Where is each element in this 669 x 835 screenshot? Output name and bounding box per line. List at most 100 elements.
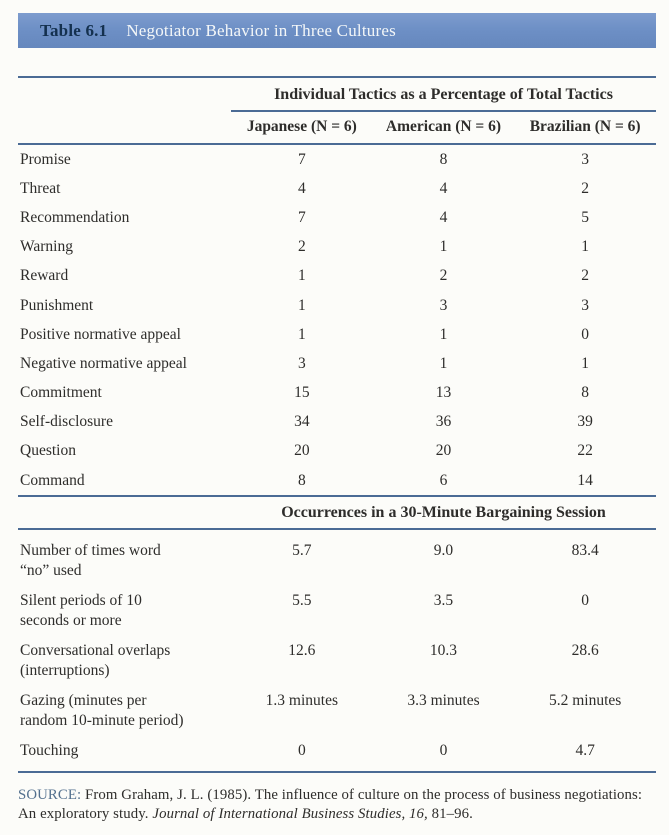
row-label: Conversational overlaps (interruptions) — [18, 641, 231, 680]
row-value-brazilian: 0 — [581, 325, 590, 343]
table-row: Number of times word “no” used 5.7 9.0 83… — [18, 530, 656, 580]
row-label-line: Silent periods of 10 — [20, 592, 142, 610]
table-row: Negative normative appeal 3 1 1 — [18, 349, 656, 378]
section1-rows: Promise 7 8 3 Threat 4 4 2 Recommendatio… — [18, 145, 656, 495]
row-value-american: 20 — [435, 442, 452, 460]
row-value-brazilian: 1 — [581, 238, 590, 256]
row-value-brazilian: 14 — [577, 471, 593, 489]
section1-header-row: Individual Tactics as a Percentage of To… — [18, 78, 656, 112]
row-value-japanese: 5.7 — [292, 542, 312, 560]
row-label-line: (interruptions) — [20, 661, 110, 679]
row-value-japanese: 4 — [297, 179, 306, 197]
row-value-american: 13 — [435, 384, 452, 402]
row-value-american: 4 — [439, 208, 448, 226]
table-row: Reward 1 2 2 — [18, 262, 656, 291]
row-value-brazilian: 1 — [581, 354, 590, 372]
row-label: Silent periods of 10 seconds or more — [18, 591, 231, 630]
row-value-japanese: 3 — [297, 354, 306, 372]
section2-header: Occurrences in a 30-Minute Bargaining Se… — [281, 504, 606, 522]
source-text: From Graham, J. L. (1985). The influence… — [18, 786, 643, 823]
row-value-brazilian: 5.2 minutes — [548, 692, 622, 710]
row-value-brazilian: 39 — [577, 413, 593, 431]
column-header-japanese: Japanese (N = 6) — [246, 118, 357, 135]
row-label-line: Negative normative appeal — [20, 354, 187, 372]
row-value-japanese: 1 — [297, 296, 306, 314]
section2-header-row: Occurrences in a 30-Minute Bargaining Se… — [18, 495, 656, 531]
table-row: Warning 2 1 1 — [18, 233, 656, 262]
row-label-line: Gazing (minutes per — [20, 692, 147, 710]
row-label-line: Positive normative appeal — [20, 325, 181, 343]
row-label: Command — [18, 472, 231, 490]
row-value-american: 6 — [439, 471, 448, 489]
row-label: Punishment — [18, 297, 231, 315]
column-header-empty — [18, 112, 231, 143]
row-value-american: 2 — [439, 267, 448, 285]
row-label: Promise — [18, 151, 231, 169]
row-label-line: Command — [20, 471, 85, 489]
row-label-line: Promise — [20, 150, 71, 168]
row-value-brazilian: 8 — [581, 384, 590, 402]
row-value-american: 0 — [439, 742, 448, 760]
row-label-line: Touching — [20, 742, 79, 760]
table-title: Negotiator Behavior in Three Cultures — [126, 20, 396, 40]
row-value-japanese: 12.6 — [288, 642, 316, 660]
row-value-american: 3.3 minutes — [407, 692, 480, 710]
table-row: Commitment 15 13 8 — [18, 379, 656, 408]
row-label: Warning — [18, 238, 231, 256]
table-row: Promise 7 8 3 — [18, 145, 656, 174]
row-label: Negative normative appeal — [18, 355, 231, 373]
row-label: Positive normative appeal — [18, 326, 231, 344]
source-journal: Journal of International Business Studie… — [152, 806, 428, 823]
table-number: Table 6.1 — [40, 20, 108, 40]
source-pages: 81–96. — [431, 806, 473, 823]
source-note: SOURCE: From Graham, J. L. (1985). The i… — [18, 786, 656, 825]
row-value-brazilian: 4.7 — [575, 742, 595, 760]
source-label: SOURCE: — [18, 786, 82, 803]
column-header-row: Japanese (N = 6) American (N = 6) Brazil… — [18, 112, 656, 145]
row-value-american: 1 — [439, 325, 448, 343]
row-label-line: Question — [20, 442, 76, 460]
column-header-brazilian: Brazilian (N = 6) — [529, 118, 641, 135]
row-value-japanese: 7 — [297, 150, 306, 168]
row-value-brazilian: 5 — [581, 208, 590, 226]
row-label-line: Self-disclosure — [20, 413, 113, 431]
row-value-american: 8 — [439, 150, 448, 168]
row-value-brazilian: 2 — [581, 179, 590, 197]
section1-header-spacer — [18, 78, 231, 112]
row-label-line: Punishment — [20, 296, 94, 314]
row-value-american: 36 — [435, 413, 452, 431]
column-header-american: American (N = 6) — [385, 118, 502, 135]
section1-header: Individual Tactics as a Percentage of To… — [231, 78, 656, 112]
table-row: Silent periods of 10 seconds or more 5.5 … — [18, 580, 656, 630]
row-label-line: Number of times word — [20, 542, 161, 560]
row-value-american: 3.5 — [433, 592, 454, 610]
row-value-brazilian: 28.6 — [571, 642, 599, 660]
table-row: Self-disclosure 34 36 39 — [18, 408, 656, 437]
row-value-brazilian: 3 — [581, 296, 590, 314]
row-label-line: random 10-minute period) — [20, 711, 184, 729]
row-label: Recommendation — [18, 209, 231, 227]
table-row: Punishment 1 3 3 — [18, 291, 656, 320]
row-label: Self-disclosure — [18, 413, 231, 431]
table-row: Threat 4 4 2 — [18, 174, 656, 203]
row-value-american: 9.0 — [433, 542, 454, 560]
row-value-brazilian: 22 — [577, 442, 593, 460]
table-row: Question 20 20 22 — [18, 437, 656, 466]
row-label: Touching — [18, 741, 231, 761]
row-value-japanese: 1 — [297, 267, 306, 285]
table-figure: Table 6.1 Negotiator Behavior in Three C… — [18, 13, 656, 825]
row-label: Reward — [18, 267, 231, 285]
row-value-japanese: 15 — [294, 384, 310, 402]
row-label-line: Threat — [20, 179, 61, 197]
row-value-brazilian: 2 — [581, 267, 590, 285]
row-label-line: Recommendation — [20, 208, 130, 226]
row-label-line: Commitment — [20, 384, 102, 402]
row-value-brazilian: 83.4 — [571, 542, 599, 560]
table-row: Positive normative appeal 1 1 0 — [18, 320, 656, 349]
table-row: Recommendation 7 4 5 — [18, 203, 656, 232]
table-title-bar: Table 6.1 Negotiator Behavior in Three C… — [18, 13, 656, 48]
row-label-line: Conversational overlaps — [20, 642, 171, 660]
section2-rows: Number of times word “no” used 5.7 9.0 83… — [18, 530, 656, 771]
row-value-japanese: 1.3 minutes — [265, 692, 338, 710]
row-label: Commitment — [18, 384, 231, 402]
